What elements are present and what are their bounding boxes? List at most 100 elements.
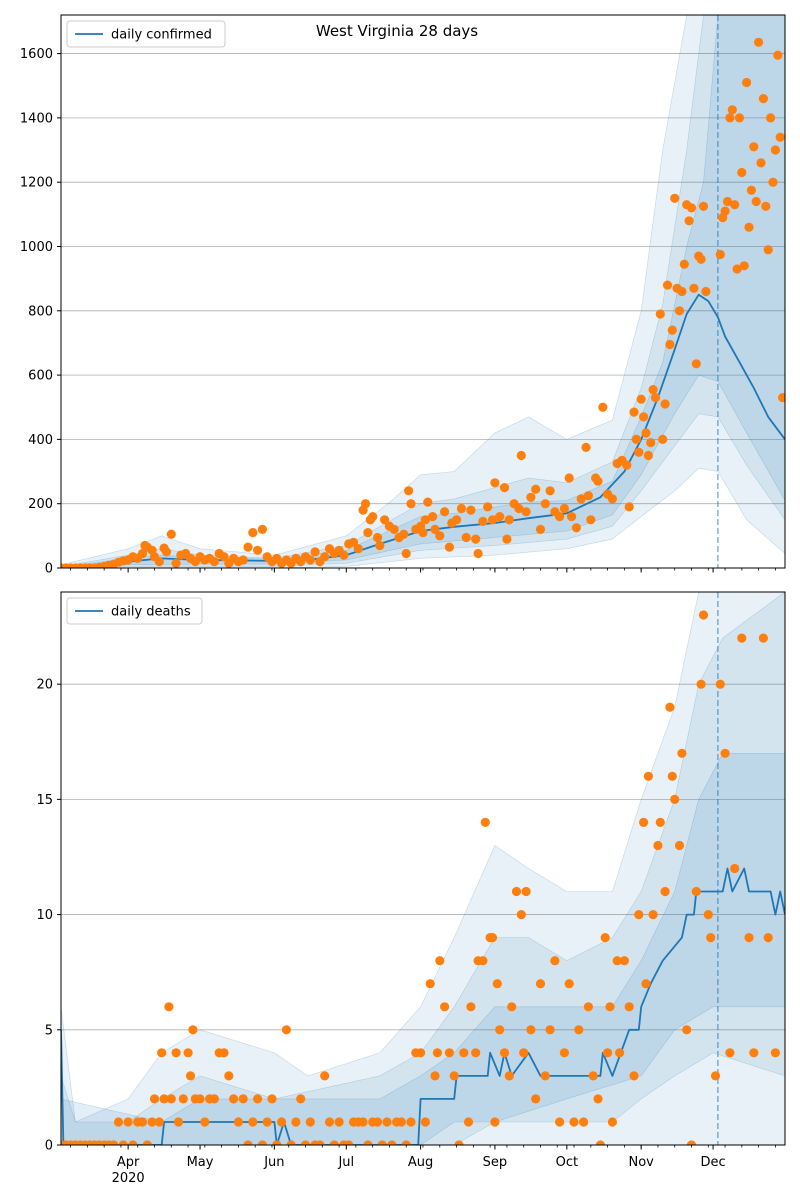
data-point (643, 771, 654, 781)
data-point (430, 1071, 440, 1081)
data-point (185, 1071, 196, 1081)
data-point (588, 1071, 598, 1081)
data-point (344, 1140, 354, 1145)
y-tick-label: 0 (45, 1139, 53, 1154)
data-point (188, 1025, 198, 1035)
data-point (137, 548, 148, 559)
data-point (710, 1071, 721, 1081)
data-point (639, 412, 649, 422)
data-point (720, 206, 730, 216)
data-point (377, 1140, 387, 1145)
data-point (775, 132, 785, 142)
y-tick-label: 20 (36, 678, 53, 693)
data-point (262, 1117, 272, 1127)
data-point (689, 283, 699, 293)
data-point (418, 528, 428, 538)
data-point (164, 1002, 174, 1012)
data-point (281, 1025, 291, 1035)
y-tick-label: 200 (28, 497, 53, 512)
data-point (766, 113, 776, 123)
data-point (677, 748, 687, 758)
data-point (593, 476, 603, 486)
data-point (679, 259, 689, 269)
data-point (519, 1048, 529, 1058)
data-point (257, 524, 267, 535)
data-point (564, 979, 574, 989)
data-point (684, 216, 694, 226)
data-point (219, 552, 229, 562)
data-point (396, 1117, 406, 1127)
data-point (372, 532, 383, 543)
data-point (559, 1048, 570, 1058)
data-point (670, 193, 680, 203)
y-tick-label: 800 (28, 304, 53, 319)
data-point (737, 633, 747, 643)
data-point (171, 558, 181, 568)
data-point (629, 407, 639, 417)
data-point (691, 359, 701, 369)
data-point (727, 105, 737, 115)
y-tick-label: 1200 (20, 176, 53, 191)
data-point (778, 393, 785, 403)
data-point (730, 200, 740, 210)
data-point (137, 1117, 148, 1127)
band-middle (61, 592, 785, 1145)
data-point (706, 933, 716, 943)
data-point (178, 1094, 188, 1104)
data-point (425, 979, 435, 989)
data-point (526, 1025, 536, 1035)
data-point (483, 502, 493, 512)
data-point (701, 286, 711, 297)
data-point (734, 113, 745, 123)
data-point (363, 1140, 373, 1145)
data-point (238, 555, 248, 565)
data-point (761, 201, 771, 211)
data-point (636, 394, 646, 404)
data-point (619, 956, 630, 966)
data-point (696, 254, 706, 264)
data-point (667, 325, 677, 335)
data-point (514, 503, 524, 514)
data-point (581, 442, 591, 452)
data-point (631, 434, 642, 444)
data-point (473, 548, 483, 559)
data-point (682, 1025, 692, 1035)
data-point (569, 1117, 579, 1127)
band-outer (61, 592, 785, 1145)
data-point (504, 515, 514, 525)
data-point (154, 1117, 164, 1127)
data-point (401, 548, 411, 559)
data-point (339, 550, 349, 560)
data-point (423, 497, 433, 507)
data-point (435, 956, 445, 966)
x-tick-label: Apr (117, 1155, 140, 1170)
data-point (756, 158, 766, 168)
data-point (622, 460, 632, 470)
data-point (389, 524, 399, 535)
x-tick-label: May (187, 1155, 214, 1170)
data-point (272, 1140, 282, 1145)
data-point (521, 507, 531, 517)
data-point (641, 428, 651, 438)
data-point (730, 863, 740, 874)
data-point (660, 886, 670, 897)
data-point (456, 503, 466, 514)
data-point (286, 1140, 296, 1145)
legend-box (66, 597, 203, 625)
data-point (490, 1117, 500, 1127)
data-point (586, 515, 596, 525)
data-point (499, 1048, 510, 1058)
data-point (686, 1140, 697, 1145)
data-point (545, 1025, 555, 1035)
data-point (758, 633, 769, 643)
y-tick-label: 10 (36, 908, 53, 923)
data-point (444, 1048, 454, 1058)
data-point (277, 1117, 287, 1127)
data-point (593, 1094, 603, 1104)
data-point (459, 1048, 469, 1058)
data-point (173, 1117, 184, 1127)
data-point (490, 478, 500, 488)
data-point (233, 1117, 243, 1127)
data-point (535, 979, 546, 989)
